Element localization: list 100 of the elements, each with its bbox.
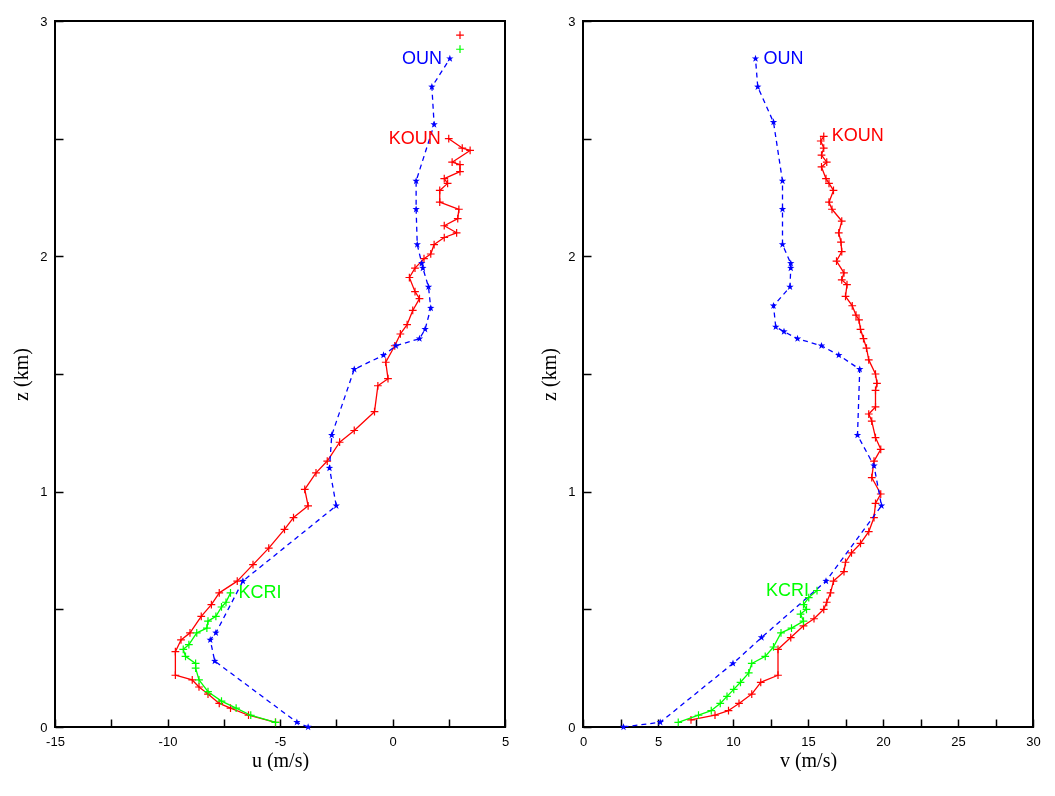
- point: [793, 334, 802, 342]
- point: [817, 150, 826, 160]
- point: [722, 691, 732, 701]
- point: [835, 351, 843, 359]
- point: [780, 327, 788, 335]
- point: [303, 501, 313, 511]
- x-tick-label: 5: [501, 733, 510, 749]
- point: [383, 374, 393, 384]
- point: [239, 577, 247, 585]
- point: [465, 145, 475, 155]
- point: [419, 264, 427, 272]
- point: [454, 204, 464, 214]
- point: [827, 204, 837, 214]
- point: [822, 577, 830, 585]
- point: [686, 715, 696, 725]
- x-tick-label: -5: [274, 733, 287, 749]
- point: [769, 118, 778, 126]
- series-label: KCRI: [765, 579, 809, 600]
- point: [871, 369, 880, 379]
- point: [773, 670, 783, 680]
- x-tick-label: 0: [389, 733, 397, 749]
- x-axis-title: u (m/s): [251, 748, 310, 772]
- point: [203, 616, 213, 626]
- point: [839, 268, 849, 278]
- point: [819, 143, 829, 153]
- series-label: OUN: [763, 47, 804, 68]
- point: [757, 633, 766, 641]
- point: [373, 381, 383, 391]
- point: [248, 560, 258, 570]
- point: [796, 609, 805, 619]
- point: [192, 628, 202, 638]
- y-axis-title: z (km): [10, 348, 34, 401]
- point: [217, 602, 226, 612]
- point: [412, 177, 420, 185]
- point: [809, 614, 819, 624]
- point: [226, 588, 235, 598]
- point: [773, 644, 783, 654]
- point: [304, 723, 312, 731]
- point: [455, 167, 465, 177]
- point: [427, 304, 435, 312]
- point: [832, 256, 841, 266]
- point: [869, 456, 879, 466]
- point: [211, 657, 219, 665]
- x-tick-label: 20: [876, 733, 891, 749]
- series-label: KCRI: [238, 581, 282, 602]
- point: [446, 54, 454, 62]
- point: [864, 409, 874, 419]
- y-tick-label: 1: [568, 484, 576, 500]
- point: [328, 431, 336, 439]
- x-tick-label: 0: [579, 733, 588, 749]
- point: [214, 588, 224, 598]
- point: [710, 710, 720, 720]
- point: [816, 136, 826, 146]
- point: [455, 160, 465, 170]
- point: [419, 254, 429, 264]
- point: [429, 240, 439, 250]
- point: [415, 334, 424, 342]
- point: [447, 157, 457, 167]
- point: [412, 205, 420, 213]
- point: [799, 616, 808, 626]
- point: [729, 659, 737, 667]
- point: [776, 628, 786, 638]
- point: [457, 143, 467, 153]
- point: [837, 216, 847, 226]
- x-tick-label: -10: [158, 733, 178, 749]
- point: [817, 162, 826, 172]
- point: [311, 468, 321, 478]
- point: [350, 365, 358, 373]
- y-tick-label: 3: [568, 13, 576, 29]
- point: [402, 320, 412, 330]
- y-tick-label: 1: [40, 484, 48, 500]
- point: [769, 301, 778, 309]
- series-label: OUN: [401, 47, 442, 68]
- point: [744, 668, 754, 678]
- point: [824, 178, 834, 188]
- x-tick-label: 30: [1026, 733, 1041, 749]
- y-tick-label: 0: [40, 719, 48, 735]
- point: [862, 343, 871, 353]
- point: [185, 628, 195, 638]
- point: [786, 283, 794, 291]
- point: [751, 54, 760, 62]
- point: [787, 259, 795, 267]
- point: [232, 576, 242, 586]
- point: [824, 197, 834, 207]
- y-tick-label: 2: [40, 248, 48, 264]
- point: [871, 402, 880, 412]
- point: [293, 718, 301, 726]
- point: [202, 623, 212, 633]
- point: [826, 588, 835, 598]
- point: [231, 703, 241, 713]
- point: [430, 120, 438, 128]
- point: [839, 567, 849, 577]
- y-tick-label: 2: [568, 248, 576, 264]
- point: [876, 489, 886, 499]
- point: [418, 259, 426, 267]
- point: [426, 249, 436, 259]
- point: [455, 30, 465, 40]
- point: [747, 689, 757, 699]
- x-axis-title: v (m/s): [779, 748, 838, 772]
- point: [221, 597, 231, 607]
